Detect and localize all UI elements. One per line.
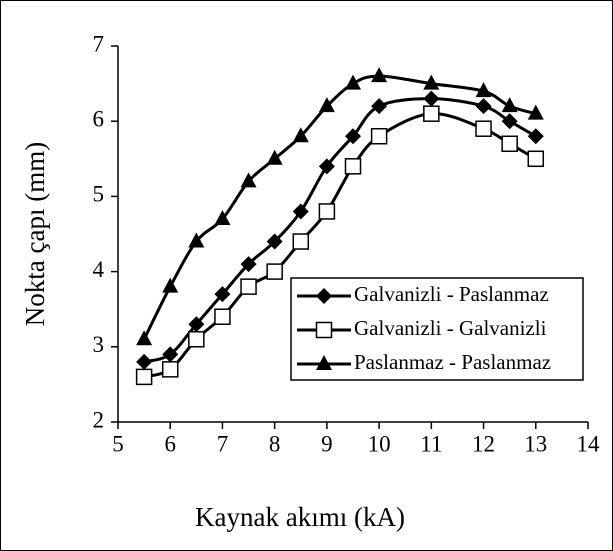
legend-marker (315, 321, 333, 339)
x-tick-label: 7 (217, 431, 229, 456)
data-point (292, 233, 310, 250)
y-tick-label: 4 (93, 257, 105, 282)
y-axis-label: Nokta çapı (mm) (20, 142, 50, 326)
data-point (501, 113, 518, 130)
data-point (475, 120, 492, 137)
data-point (475, 82, 492, 98)
x-tick-label: 8 (269, 431, 281, 456)
x-tick-label: 10 (368, 431, 391, 456)
data-point (527, 150, 545, 168)
data-point (345, 128, 361, 145)
data-point (214, 209, 231, 225)
legend: Galvanizli - Paslanmaz Galvanizli - Galva… (290, 277, 584, 381)
legend-marker (316, 355, 332, 370)
data-point (527, 128, 544, 145)
x-tick-label: 12 (472, 431, 495, 456)
data-point (162, 277, 179, 293)
data-point (475, 98, 492, 115)
y-tick-label: 3 (93, 332, 105, 357)
data-point (345, 74, 361, 90)
data-point (501, 135, 518, 153)
data-point (161, 361, 179, 378)
data-point (188, 316, 205, 333)
data-point (371, 98, 388, 115)
y-tick-label: 5 (93, 182, 105, 207)
data-point (188, 331, 205, 348)
legend-label: Galvanizli - Galvanizli (354, 316, 547, 340)
data-point (292, 203, 309, 220)
data-point (136, 330, 153, 346)
data-point (423, 105, 440, 122)
data-point (135, 368, 153, 386)
data-point (188, 232, 205, 248)
data-point (318, 203, 336, 220)
legend-label: Paslanmaz - Paslanmaz (354, 350, 551, 374)
data-point (214, 286, 231, 303)
data-point (240, 256, 257, 273)
y-tick-label: 6 (93, 106, 105, 131)
y-tick-label: 2 (93, 407, 105, 432)
legend-marker (316, 288, 332, 304)
data-point (266, 149, 283, 165)
data-point (501, 97, 518, 113)
x-tick-label: 11 (420, 431, 442, 456)
data-point (240, 172, 257, 188)
data-point (136, 353, 153, 370)
x-tick-label: 9 (321, 431, 333, 456)
x-tick-label: 5 (112, 431, 124, 456)
data-point (292, 127, 309, 143)
legend-label: Galvanizli - Paslanmaz (354, 282, 549, 306)
x-tick-label: 13 (524, 431, 547, 456)
data-point (344, 158, 362, 175)
x-axis-label: Kaynak akımı (kA) (195, 502, 405, 532)
y-tick-label: 7 (93, 31, 105, 56)
data-point (318, 97, 335, 113)
x-tick-label: 6 (164, 431, 176, 456)
data-point (371, 67, 388, 83)
data-point (423, 74, 440, 90)
data-point (266, 263, 283, 280)
data-point (240, 278, 257, 295)
data-point (318, 158, 335, 175)
data-point (162, 346, 179, 363)
data-point (214, 308, 231, 325)
data-point (370, 127, 388, 145)
data-point (266, 233, 283, 250)
data-point (423, 90, 440, 107)
data-point (527, 104, 544, 120)
x-tick-label: 14 (577, 431, 601, 456)
